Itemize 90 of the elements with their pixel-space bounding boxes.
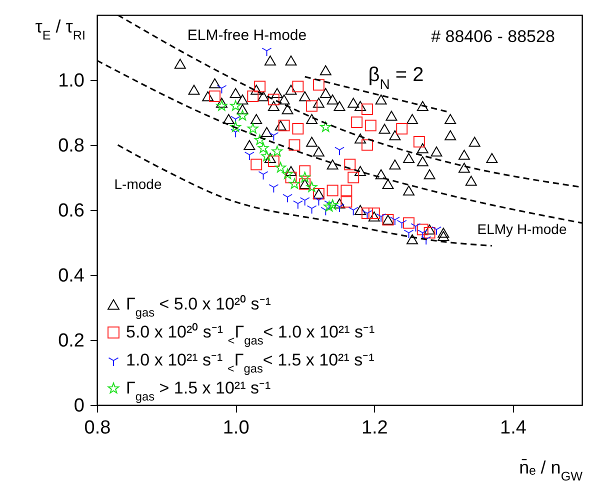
point	[362, 210, 372, 219]
point	[272, 146, 283, 156]
y-axis-title: τ$_{E}$ / τ$_{RI}$	[35, 16, 86, 42]
x-tick-label: 1.2	[361, 418, 388, 438]
point	[285, 172, 297, 184]
point	[403, 217, 415, 229]
point	[247, 123, 258, 134]
point	[247, 90, 259, 102]
point	[424, 227, 436, 238]
point	[306, 182, 318, 192]
point	[368, 208, 380, 219]
x-tick-label: 0.8	[84, 418, 111, 438]
point	[261, 150, 272, 162]
point	[230, 128, 241, 138]
y-tick-label: 0.4	[58, 266, 85, 286]
annotation: β$_{N}$ = 2	[368, 64, 424, 92]
annotation: ELM-free H-mode	[187, 27, 307, 44]
point	[268, 94, 280, 106]
annotation: # 88406 - 88528	[431, 27, 555, 46]
point	[351, 116, 363, 128]
point	[410, 223, 421, 232]
point	[364, 120, 376, 132]
point	[340, 196, 352, 208]
point	[230, 121, 242, 132]
point	[320, 206, 331, 216]
point	[244, 152, 254, 160]
y-tick-label: 0.6	[58, 200, 84, 222]
point	[413, 136, 425, 148]
point	[348, 206, 358, 216]
legend-label: Γ$_{gas}$ > 1.5 x 10²¹ s⁻¹	[126, 378, 271, 404]
point	[268, 184, 279, 193]
annotation: ELMy H-mode	[477, 221, 567, 237]
point	[334, 146, 345, 156]
point	[288, 139, 300, 151]
point	[275, 162, 286, 172]
point	[306, 205, 317, 214]
point	[282, 194, 293, 203]
point	[344, 158, 356, 170]
point	[326, 184, 338, 196]
legend-label: 5.0 x 10²⁰ s⁻¹ $_{<}$Γ$_{gas}$< 1.0 x 10²¹ s⁻¹	[126, 322, 375, 348]
point	[361, 208, 373, 219]
point	[416, 224, 428, 236]
annotation: L-mode	[114, 176, 162, 192]
point	[320, 121, 332, 132]
point	[312, 79, 324, 91]
point	[299, 172, 310, 182]
y-tick-label: 0.2	[58, 330, 84, 352]
point	[418, 230, 428, 238]
x-axis-title: n̄ₑ / n$_{GW}$	[519, 458, 583, 481]
point	[262, 48, 272, 56]
point	[288, 178, 300, 189]
point	[404, 230, 414, 238]
point	[340, 184, 352, 196]
y-tick-label: 0.8	[58, 136, 84, 156]
point	[421, 236, 432, 245]
point	[292, 123, 304, 134]
point	[361, 139, 373, 151]
x-tick-label: 1.4	[500, 418, 527, 438]
point	[327, 199, 338, 210]
point	[361, 104, 373, 115]
point	[254, 80, 266, 92]
point	[237, 110, 248, 120]
y-tick-label: 1.0	[58, 70, 84, 92]
point	[268, 156, 280, 167]
point	[250, 158, 262, 170]
point	[230, 100, 242, 111]
point	[396, 123, 408, 134]
x-tick-label: 1.0	[222, 418, 250, 438]
point	[209, 90, 221, 102]
point	[314, 197, 324, 206]
legend-label: Γ$_{gas}$ < 5.0 x 10²⁰ s⁻¹	[126, 294, 272, 320]
point	[348, 172, 360, 184]
point	[254, 134, 266, 145]
point	[306, 100, 318, 112]
point	[258, 171, 268, 180]
point	[431, 226, 442, 236]
point	[299, 165, 311, 177]
point	[396, 220, 407, 229]
y-tick-label: 0	[74, 396, 84, 416]
point	[268, 132, 279, 141]
point	[292, 80, 304, 92]
point	[376, 213, 386, 222]
legend-label: 1.0 x 10²¹ s⁻¹ $_{<}$Γ$_{gas}$< 1.5 x 10²¹ s⁻¹	[126, 350, 375, 376]
point	[216, 85, 227, 94]
point	[278, 120, 290, 132]
point	[216, 100, 228, 111]
point	[390, 216, 400, 226]
point	[258, 142, 269, 153]
point	[334, 204, 345, 212]
point	[282, 168, 294, 179]
